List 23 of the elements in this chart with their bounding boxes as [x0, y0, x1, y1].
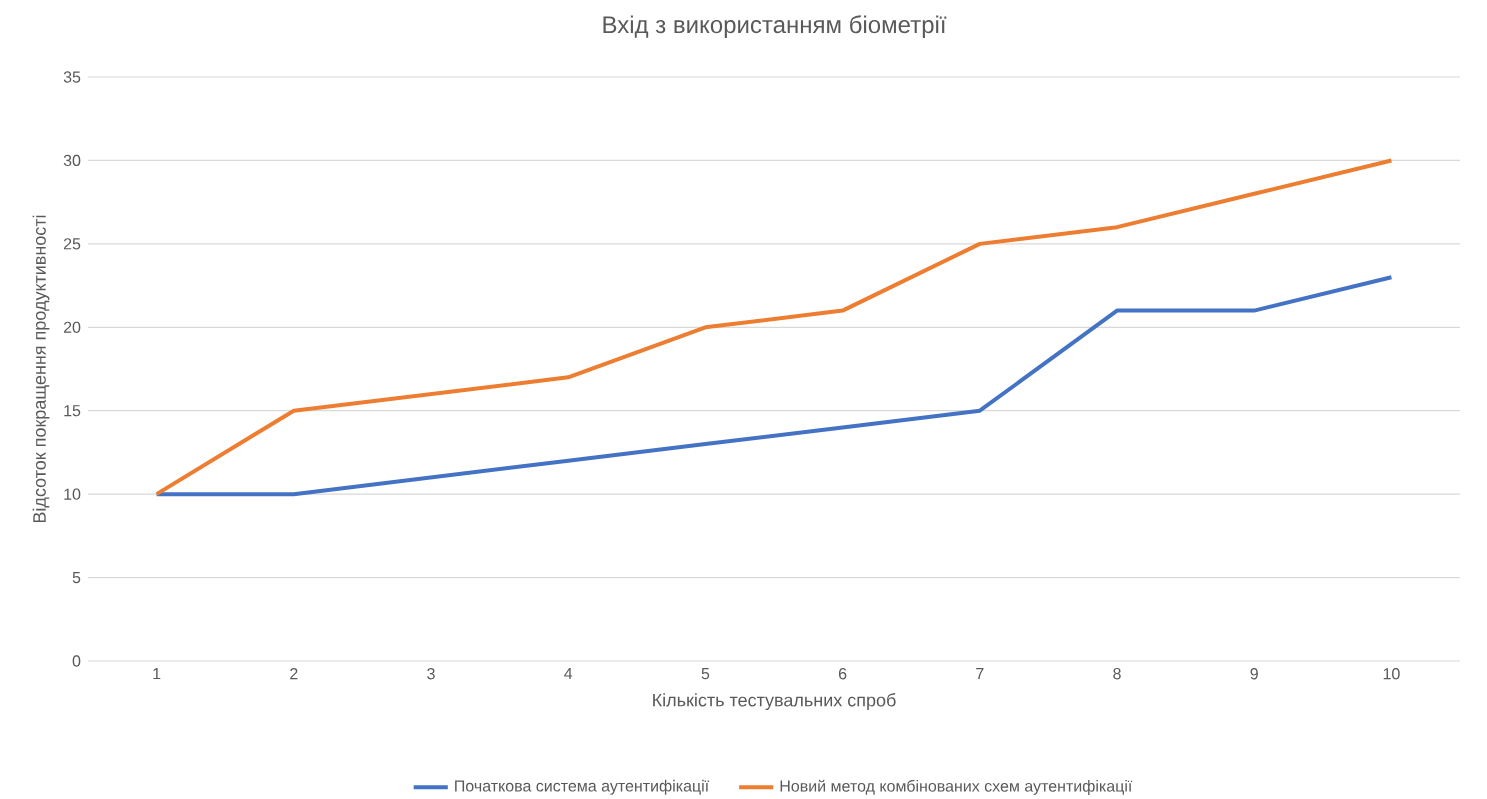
y-tick-label: 15 [64, 405, 81, 417]
x-axis-title: Кількість тестувальних спроб [653, 693, 896, 711]
x-tick-label: 4 [564, 668, 573, 680]
y-axis-title: Відсоток покращення продуктивності [32, 215, 50, 523]
y-tick-label: 30 [63, 154, 81, 167]
y-tick-label: 25 [63, 238, 81, 250]
x-tick-label: 2 [290, 668, 298, 680]
x-tick-label: 5 [701, 668, 710, 680]
y-tick-label: 0 [72, 655, 81, 667]
x-tick-label: 7 [976, 668, 984, 680]
x-tick-label: 6 [838, 668, 847, 680]
y-tick-label: 35 [63, 71, 81, 83]
x-tick-label: 9 [1250, 668, 1258, 680]
x-tick-label: 3 [427, 668, 435, 680]
y-tick-label: 20 [63, 321, 81, 333]
y-tick-label: 10 [64, 488, 81, 500]
legend-label: Новий метод комбінованих схем аутентифікації [780, 779, 1133, 795]
x-tick-label: 1 [153, 668, 161, 680]
x-tick-label: 8 [1113, 668, 1121, 680]
chart-title: Вхід з використанням біометрії [603, 15, 947, 38]
y-tick-label: 5 [72, 571, 81, 584]
x-tick-label: 10 [1383, 668, 1400, 680]
legend-label: Початкова система аутентифікації [455, 779, 709, 795]
